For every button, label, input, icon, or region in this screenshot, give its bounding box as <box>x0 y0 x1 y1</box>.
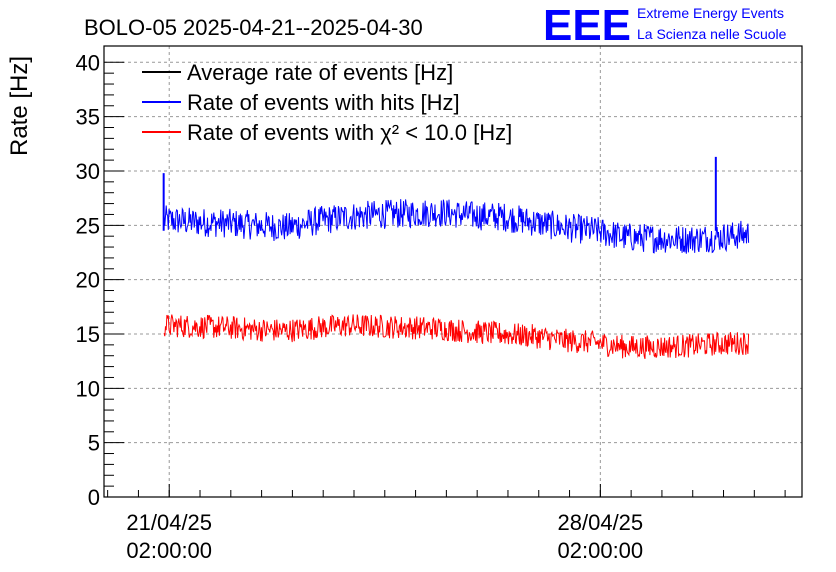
x-tick-label-date: 28/04/25 <box>558 510 644 535</box>
y-tick-label: 25 <box>76 213 100 238</box>
axes: 0 5 10 15 20 25 30 35 40 21/04/25 02:00:00 28/04/25… <box>76 50 786 563</box>
x-tick-label-date: 21/04/25 <box>126 510 212 535</box>
eee-logo-line1: Extreme Energy Events <box>637 5 784 21</box>
y-tick-label: 15 <box>76 322 100 347</box>
x-tick-label-time: 02:00:00 <box>558 538 644 563</box>
legend-label: Rate of events with hits [Hz] <box>187 90 460 115</box>
y-tick-label: 40 <box>76 50 100 75</box>
grid-lines <box>104 46 802 497</box>
eee-logo-line2: La Scienza nelle Scuole <box>637 26 787 42</box>
y-tick-label: 5 <box>88 431 100 456</box>
chart-title: BOLO-05 2025-04-21--2025-04-30 <box>84 15 423 40</box>
y-tick-label: 10 <box>76 376 100 401</box>
legend-label: Rate of events with χ² < 10.0 [Hz] <box>187 120 512 145</box>
y-tick-label: 20 <box>76 268 100 293</box>
y-tick-label: 30 <box>76 159 100 184</box>
eee-logo-mark: EEE <box>543 1 631 50</box>
eee-logo: EEE Extreme Energy Events La Scienza nel… <box>543 1 787 50</box>
series-layer <box>162 156 750 360</box>
series-line-2 <box>163 314 750 360</box>
plot-frame <box>103 45 803 498</box>
series-line-1 <box>163 199 750 254</box>
y-axis-label: Rate [Hz] <box>6 56 33 156</box>
y-tick-label: 35 <box>76 105 100 130</box>
x-tick-label-time: 02:00:00 <box>126 538 212 563</box>
y-tick-label: 0 <box>88 485 100 510</box>
legend-label: Average rate of events [Hz] <box>187 60 453 85</box>
legend: Average rate of events [Hz] Rate of event… <box>142 60 512 145</box>
